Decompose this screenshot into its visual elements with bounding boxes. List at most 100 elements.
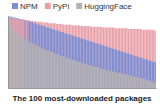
bar xyxy=(11,28,12,88)
bar xyxy=(32,21,33,88)
bar xyxy=(35,45,36,88)
bar xyxy=(97,27,98,88)
bar xyxy=(104,28,105,88)
bar xyxy=(20,19,21,88)
bar xyxy=(110,28,111,88)
bar xyxy=(66,25,67,88)
bar xyxy=(106,46,107,88)
bar xyxy=(36,22,37,88)
bar xyxy=(63,33,64,88)
bar xyxy=(45,27,46,88)
bar xyxy=(78,38,79,88)
bar xyxy=(138,57,139,88)
bar xyxy=(39,25,40,88)
bar xyxy=(73,25,74,88)
bar xyxy=(113,28,114,88)
bar xyxy=(53,53,54,88)
bar xyxy=(135,56,136,88)
bar xyxy=(72,25,73,88)
bar xyxy=(140,29,141,88)
bar xyxy=(58,31,59,88)
bar xyxy=(128,53,129,88)
bar xyxy=(76,61,77,88)
bar xyxy=(44,26,45,88)
bar xyxy=(150,30,151,88)
bar xyxy=(24,20,25,88)
bar xyxy=(152,61,153,88)
bar xyxy=(129,29,130,88)
bar xyxy=(50,23,51,88)
bar xyxy=(60,32,61,88)
bar xyxy=(92,42,93,88)
bar xyxy=(48,51,49,88)
bar xyxy=(153,82,154,88)
legend-swatch xyxy=(76,3,82,9)
bar xyxy=(61,24,62,88)
y-axis xyxy=(8,17,9,89)
bar xyxy=(66,33,67,88)
bar xyxy=(14,18,15,88)
bar xyxy=(16,19,17,88)
bar xyxy=(30,22,31,88)
bar xyxy=(134,29,135,88)
bar xyxy=(38,46,39,88)
bar xyxy=(53,23,54,88)
bar xyxy=(13,17,14,88)
bar xyxy=(42,22,43,88)
bar xyxy=(146,59,147,88)
bar xyxy=(149,30,150,88)
legend-swatch xyxy=(45,3,51,9)
bar xyxy=(125,53,126,88)
bar xyxy=(72,35,73,88)
bar xyxy=(70,25,71,88)
bar xyxy=(51,23,52,88)
bar xyxy=(101,69,102,88)
bar xyxy=(57,30,58,88)
bar xyxy=(115,49,116,88)
bar xyxy=(125,74,126,88)
bar xyxy=(45,22,46,88)
bar xyxy=(14,17,15,88)
bar xyxy=(14,32,15,88)
bar xyxy=(27,20,28,88)
bar xyxy=(79,62,80,88)
x-axis-title: The 100 most-downloaded packages xyxy=(12,94,152,103)
bar xyxy=(57,54,58,88)
bar xyxy=(67,58,68,88)
bar xyxy=(106,28,107,88)
bar xyxy=(11,18,12,88)
bar xyxy=(79,38,80,88)
bar xyxy=(47,51,48,88)
bar xyxy=(135,29,136,88)
bar xyxy=(91,66,92,88)
bar xyxy=(152,30,153,88)
bar xyxy=(21,20,22,88)
bar xyxy=(153,30,154,88)
bar xyxy=(29,22,30,88)
bar xyxy=(55,54,56,88)
bar xyxy=(147,30,148,88)
bar xyxy=(152,82,153,88)
bar xyxy=(113,49,114,88)
bar xyxy=(11,17,12,88)
bar xyxy=(73,60,74,88)
bar xyxy=(32,43,33,88)
bar xyxy=(98,44,99,88)
bar xyxy=(30,21,31,88)
bar xyxy=(104,69,105,88)
bar xyxy=(33,44,34,88)
bar xyxy=(137,77,138,88)
bar xyxy=(38,25,39,88)
bar xyxy=(104,46,105,88)
bar xyxy=(32,22,33,88)
bar xyxy=(44,22,45,88)
bar xyxy=(67,25,68,88)
bar xyxy=(115,72,116,88)
bar xyxy=(29,42,30,88)
bar xyxy=(103,46,104,88)
bar xyxy=(81,38,82,88)
bar xyxy=(137,56,138,88)
bar xyxy=(82,63,83,88)
bar xyxy=(153,62,154,88)
bar xyxy=(97,43,98,88)
